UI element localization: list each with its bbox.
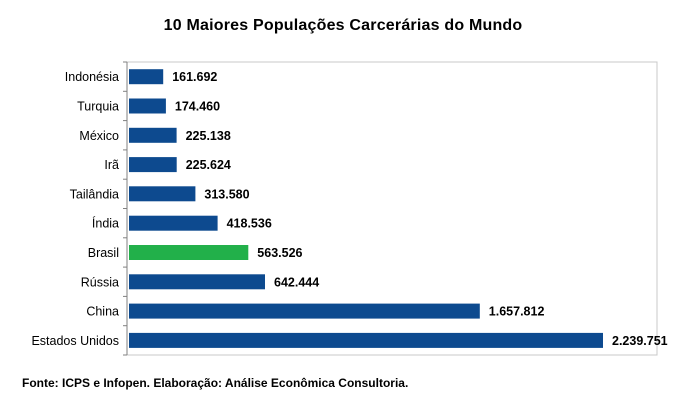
category-label-2: México [79,129,119,143]
value-label-2: 225.138 [186,129,231,143]
value-label-7: 642.444 [274,275,319,289]
category-label-6: Brasil [88,246,119,260]
value-label-6: 563.526 [257,246,302,260]
value-label-9: 2.239.751 [612,334,668,348]
bar-8 [129,303,480,319]
bar-2 [129,127,177,143]
bar-9 [129,332,603,348]
category-label-5: Índia [92,216,119,231]
category-label-9: Estados Unidos [31,334,119,348]
category-label-0: Indonésia [65,70,119,84]
bar-7 [129,274,265,290]
category-label-7: Rússia [81,275,119,289]
bar-4 [129,186,196,202]
bar-1 [129,98,166,114]
category-label-1: Turquia [77,100,119,114]
value-label-3: 225.624 [186,158,231,172]
category-label-3: Irã [104,158,119,172]
chart-title: 10 Maiores Populações Carcerárias do Mun… [163,17,523,34]
category-label-4: Tailândia [70,187,119,201]
bar-6 [129,245,249,260]
bar-chart: Indonésia Turquia México Irã Tailândia Índia B… [31,61,668,356]
bar-0 [129,69,164,85]
value-label-0: 161.692 [172,70,217,84]
value-label-1: 174.460 [175,100,220,114]
value-label-4: 313.580 [204,187,249,201]
bar-3 [129,157,177,173]
source-note: Fonte: ICPS e Infopen. Elaboração: Análi… [22,376,409,390]
bar-5 [129,215,218,231]
value-label-8: 1.657.812 [489,305,545,319]
category-label-8: China [86,305,119,319]
value-label-5: 418.536 [227,217,272,231]
